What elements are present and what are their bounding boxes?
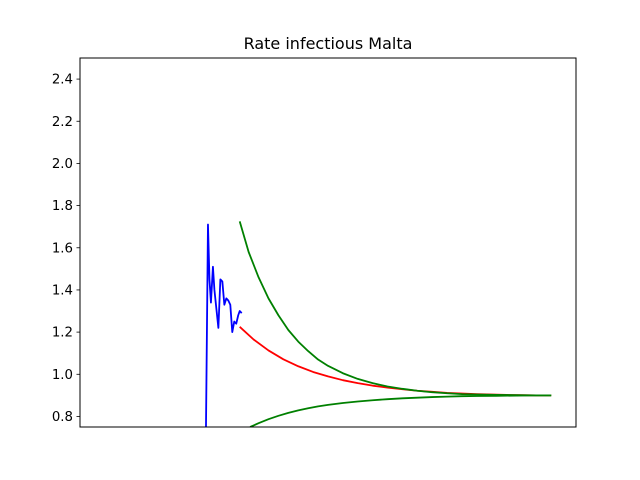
- series-layer: [205, 221, 552, 427]
- series-line-1: [205, 223, 243, 427]
- series-line-3: [238, 221, 552, 397]
- y-tick-label: 1.2: [52, 326, 73, 341]
- y-tick-label: 2.2: [52, 115, 73, 130]
- plot-frame: [79, 57, 577, 428]
- y-tick-label: 1.6: [52, 241, 73, 256]
- y-tick-label: 0.8: [52, 410, 73, 425]
- y-tick-label: 1.0: [52, 368, 73, 383]
- y-tick-label: 1.4: [52, 283, 73, 298]
- y-axis-ticks: 0.8 1.0 1.2 1.4 1.6 1.8 2.0 2.2 2.4: [52, 73, 80, 425]
- y-tick-label: 2.4: [52, 73, 73, 88]
- series-line-4: [249, 394, 552, 427]
- y-tick-label: 2.0: [52, 157, 73, 172]
- chart-title: Rate infectious Malta: [244, 34, 413, 53]
- y-tick-label: 1.8: [52, 199, 73, 214]
